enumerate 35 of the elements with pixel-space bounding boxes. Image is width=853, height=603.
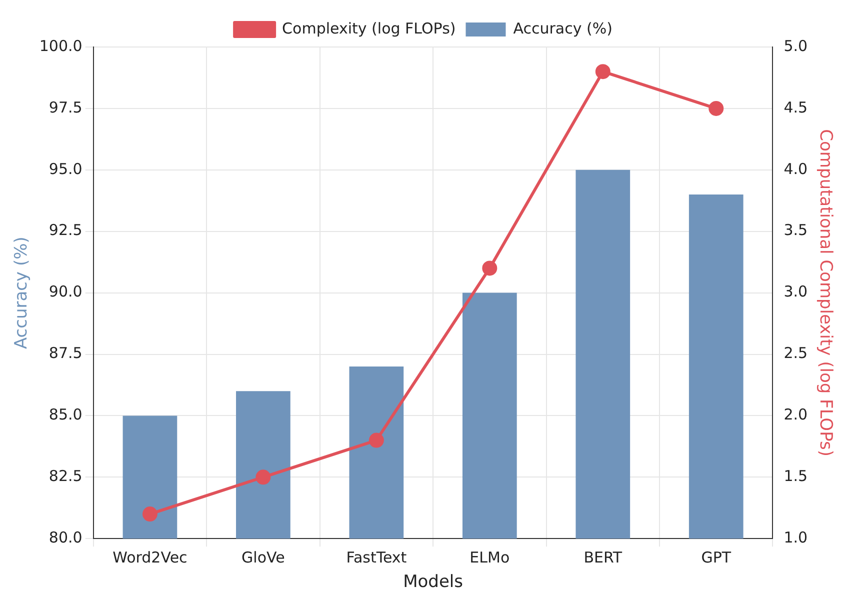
x-tick-label: GPT xyxy=(701,548,732,566)
y2-axis-title: Computational Complexity (log FLOPs) xyxy=(815,129,836,457)
point xyxy=(256,470,271,485)
y-axis-title: Accuracy (%) xyxy=(12,236,32,350)
y2-tick-label: 1.5 xyxy=(784,467,808,486)
y-tick-label: 87.5 xyxy=(48,344,82,362)
point xyxy=(368,432,384,448)
y-tick-label: 82.5 xyxy=(48,467,82,486)
x-tick-label: Word2Vec xyxy=(112,548,188,566)
legend-label: Complexity (log FLOPs) xyxy=(282,19,456,38)
y2-tick-label: 2.0 xyxy=(784,406,808,424)
y2-tick-label: 1.0 xyxy=(784,528,808,546)
y-tick-label: 100.0 xyxy=(39,36,82,55)
x-tick-label: FastText xyxy=(346,548,407,566)
y-tick-label: 85.0 xyxy=(48,406,82,424)
point xyxy=(708,100,724,116)
x-tick-label: BERT xyxy=(584,548,623,566)
y-tick-label: 95.0 xyxy=(48,160,82,178)
y2-tick-label: 3.0 xyxy=(784,282,808,301)
y-tick-label: 92.5 xyxy=(48,221,82,240)
point xyxy=(142,506,158,522)
point xyxy=(595,64,610,80)
y2-tick-label: 4.0 xyxy=(784,160,808,178)
point xyxy=(482,260,498,276)
y-tick-label: 80.0 xyxy=(48,528,82,546)
y2-tick-label: 5.0 xyxy=(784,36,808,55)
legend-label: Accuracy (%) xyxy=(513,19,612,38)
x-tick-label: GloVe xyxy=(242,548,285,566)
y2-tick-label: 3.5 xyxy=(784,221,808,240)
x-axis-title: Models xyxy=(403,572,464,592)
y-tick-label: 90.0 xyxy=(48,282,82,301)
y2-tick-label: 4.5 xyxy=(784,98,808,116)
y-tick-label: 97.5 xyxy=(48,98,82,116)
y2-tick-label: 2.5 xyxy=(784,344,808,362)
x-tick-label: ELMo xyxy=(470,548,510,566)
